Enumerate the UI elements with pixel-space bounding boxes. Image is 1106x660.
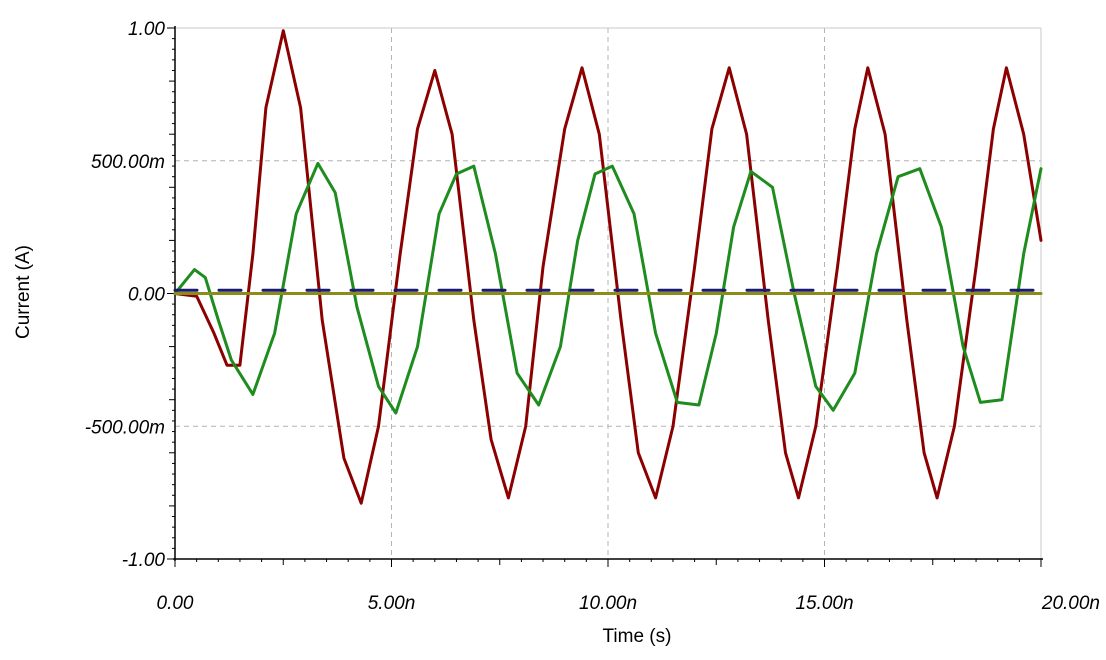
y-tick-label: -1.00 (122, 550, 166, 571)
series-line-1 (173, 29, 1043, 505)
minor-ticks (167, 27, 1042, 567)
y-tick-label: 0.00 (128, 285, 165, 306)
y-axis-label: Current (A) (13, 245, 34, 339)
y-tick-label: 500.00m (91, 152, 165, 173)
series-layer (173, 29, 1043, 505)
y-tick-labels: 1.00 500.00m 0.00 -500.00m -1.00 (85, 19, 166, 571)
x-axis-label: Time (s) (603, 626, 672, 647)
x-tick-label: 5.00n (368, 593, 416, 614)
x-tick-label: 20.00n (1041, 593, 1100, 614)
x-tick-label: 15.00n (795, 593, 853, 614)
x-tick-labels: 0.00 5.00n 10.00n 15.00n 20.00n (157, 593, 1100, 614)
series-line-2 (173, 161, 1043, 415)
x-tick-label: 0.00 (157, 593, 194, 614)
x-tick-label: 10.00n (579, 593, 637, 614)
y-tick-label: 1.00 (128, 19, 165, 40)
y-tick-label: -500.00m (85, 417, 165, 438)
